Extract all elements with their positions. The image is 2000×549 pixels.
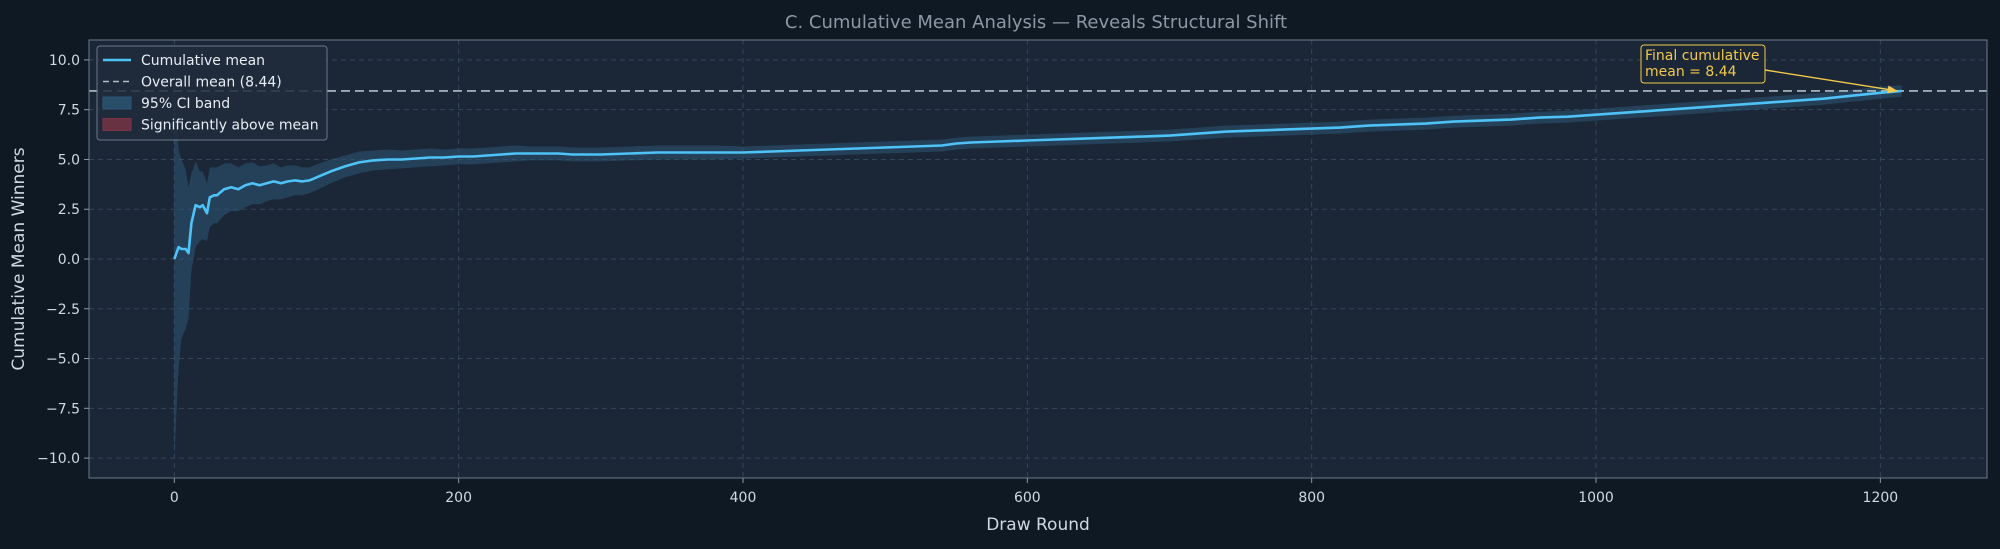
y-tick-label: 0.0 — [58, 252, 80, 268]
y-tick-label: −2.5 — [46, 302, 80, 318]
legend-swatch-patch — [102, 118, 132, 131]
chart-title: C. Cumulative Mean Analysis — Reveals St… — [785, 12, 1287, 33]
annotation-text: Final cumulative — [1645, 48, 1760, 64]
y-axis-label: Cumulative Mean Winners — [9, 147, 29, 370]
cumulative-mean-line — [173, 89, 1902, 260]
legend-label: 95% CI band — [141, 96, 230, 112]
y-tick-label: −7.5 — [46, 401, 80, 417]
y-tick-label: −10.0 — [37, 451, 80, 467]
x-tick-label: 1000 — [1578, 490, 1614, 506]
x-tick-label: 0 — [170, 490, 179, 506]
x-tick-label: 200 — [445, 490, 472, 506]
legend-swatch-patch — [102, 96, 132, 110]
y-tick-label: 2.5 — [58, 202, 80, 218]
x-axis-label: Draw Round — [986, 515, 1090, 535]
annotation-text: mean = 8.44 — [1645, 64, 1737, 80]
legend: Cumulative mean Overall mean (8.44) 95% CI… — [96, 45, 328, 141]
y-tick-label: 10.0 — [49, 53, 80, 69]
legend-label: Overall mean (8.44) — [141, 75, 282, 91]
y-tick-label: 7.5 — [58, 103, 80, 119]
annotation-box — [1640, 44, 1766, 84]
annotation-arrow-head — [1887, 85, 1898, 94]
series-layer — [173, 89, 1902, 260]
y-tick-label: 5.0 — [58, 152, 80, 168]
legend-box — [96, 45, 328, 141]
x-tick-label: 400 — [730, 490, 757, 506]
legend-label: Cumulative mean — [141, 53, 265, 69]
x-tick-label: 1200 — [1863, 490, 1899, 506]
annotation-arrow-line — [1764, 69, 1898, 92]
y-tick-label: −5.0 — [46, 352, 80, 368]
tick-layer: 0 200 400 600 800 1000 1200 −10.0 −7.5 −5.0 −2.5 0.… — [37, 53, 1898, 506]
x-tick-label: 800 — [1298, 490, 1325, 506]
legend-label: Significantly above mean — [141, 118, 319, 134]
x-tick-label: 600 — [1014, 490, 1041, 506]
